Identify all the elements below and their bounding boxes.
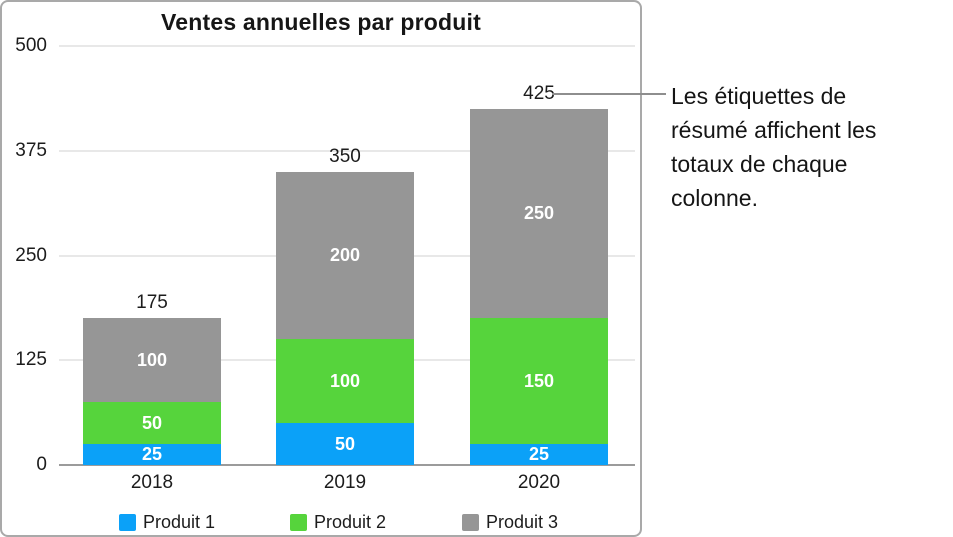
segment-value-label: 25 <box>141 444 163 465</box>
bar-segment: 150 <box>470 318 608 445</box>
y-tick-label: 500 <box>15 35 47 56</box>
y-tick-label: 250 <box>15 244 47 266</box>
segment-value-label: 150 <box>523 370 555 391</box>
legend-swatch <box>462 514 479 531</box>
total-summary-label: 425 <box>523 82 555 104</box>
gridline <box>59 149 635 152</box>
segment-value-label: 50 <box>334 433 356 454</box>
y-tick-label: 375 <box>15 139 47 161</box>
segment-value-label: 50 <box>141 412 163 433</box>
legend-swatch <box>290 514 307 531</box>
segment-value-label: 25 <box>528 444 550 465</box>
x-tick-label: 2019 <box>323 472 367 493</box>
legend-item: Produit 2 <box>290 512 386 533</box>
legend-label: Produit 2 <box>314 512 387 532</box>
total-summary-label: 175 <box>136 292 168 314</box>
x-tick-label: 2018 <box>130 472 174 493</box>
segment-value-label: 200 <box>329 244 361 265</box>
segment-value-label: 100 <box>329 370 361 391</box>
bar-segment: 25 <box>83 444 221 465</box>
chart-title: Ventes annuelles par produit <box>160 9 481 35</box>
bar-segment: 50 <box>83 402 221 445</box>
x-tick-label: 2020 <box>517 472 561 493</box>
bar-segment: 100 <box>276 339 414 424</box>
bar-segment: 50 <box>276 423 414 465</box>
total-summary-label: 350 <box>329 145 361 167</box>
callout-text: Les étiquettes de résumé affichent les t… <box>671 83 877 211</box>
legend-label: Produit 1 <box>143 512 216 532</box>
legend-item: Produit 1 <box>119 512 215 533</box>
bar-segment: 100 <box>83 318 221 403</box>
segment-value-label: 250 <box>523 203 555 224</box>
bar-segment: 25 <box>470 444 608 465</box>
y-tick-label: 0 <box>36 454 47 475</box>
legend-item: Produit 3 <box>462 512 558 533</box>
y-tick-label: 125 <box>15 349 47 371</box>
legend-swatch <box>119 514 136 531</box>
callout-connector-line <box>552 93 666 95</box>
segment-value-label: 100 <box>136 349 168 370</box>
gridline <box>59 45 635 47</box>
legend-label: Produit 3 <box>486 512 559 532</box>
bar-segment: 250 <box>470 108 608 319</box>
bar-segment: 200 <box>276 171 414 340</box>
chart-panel: Ventes annuelles par produit 0 125 250 375 5… <box>0 0 642 537</box>
x-axis-line <box>59 464 635 466</box>
